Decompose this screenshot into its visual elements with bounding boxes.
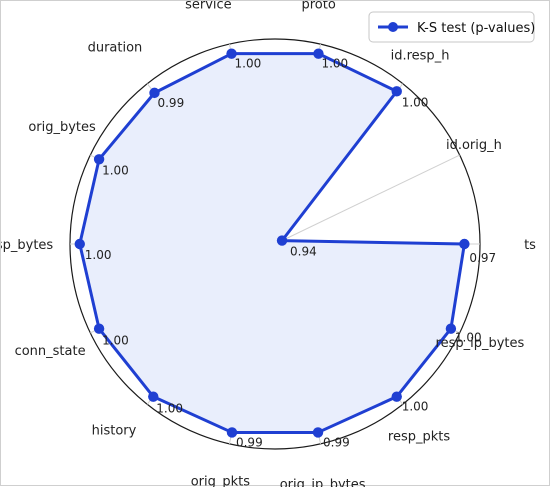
category-label: conn_state: [15, 344, 86, 359]
legend-label: K-S test (p-values): [417, 21, 535, 36]
value-label: 1.00: [85, 248, 112, 262]
value-label: 1.00: [156, 402, 183, 416]
radar-point: [312, 427, 324, 438]
value-label: 1.00: [402, 95, 429, 109]
radar-point: [459, 238, 470, 250]
radar-point: [74, 238, 85, 250]
radar-point: [391, 86, 402, 97]
radar-point: [276, 235, 288, 246]
value-label: 1.00: [102, 163, 129, 177]
value-label: 1.00: [235, 57, 262, 71]
category-label: service: [185, 1, 232, 13]
value-label: 1.00: [321, 57, 348, 71]
radar-series: [74, 48, 470, 438]
category-label: orig_ip_bytes: [280, 477, 366, 487]
value-label: 0.94: [290, 245, 317, 259]
radar-point: [226, 427, 238, 438]
radar-point: [313, 48, 324, 59]
category-label: resp_bytes: [1, 238, 53, 253]
category-label: ts: [524, 238, 536, 253]
radar-point: [391, 391, 402, 402]
legend: K-S test (p-values): [368, 11, 535, 43]
value-label: 1.00: [402, 400, 429, 414]
category-label: resp_pkts: [388, 429, 450, 444]
category-label: id.orig_h: [446, 138, 502, 153]
radar-point: [149, 87, 160, 99]
value-label: 0.99: [236, 435, 263, 449]
radar-point: [445, 323, 457, 334]
radar-area: [79, 53, 465, 433]
radar-labels: ts id.orig_h id.resp_h proto service duration…: [1, 1, 536, 487]
value-label: 0.97: [469, 251, 496, 265]
legend-box: [368, 11, 535, 43]
radar-point: [148, 391, 159, 402]
category-label: resp_ip_bytes: [436, 336, 525, 351]
value-label: 0.99: [157, 96, 184, 110]
category-label: orig_bytes: [28, 120, 96, 135]
value-label: 1.00: [455, 331, 482, 345]
radar-point: [93, 323, 105, 334]
category-label: orig_pkts: [191, 474, 251, 487]
radar-point: [93, 154, 105, 165]
value-label: 0.99: [323, 435, 350, 449]
category-label: history: [92, 423, 137, 438]
radar-spoke: [274, 154, 460, 245]
category-label: proto: [301, 1, 335, 13]
value-label: 1.00: [102, 334, 129, 348]
category-label: id.resp_h: [391, 49, 450, 64]
legend-marker: [388, 22, 398, 32]
category-label: duration: [88, 41, 143, 56]
radar-point: [226, 48, 237, 59]
